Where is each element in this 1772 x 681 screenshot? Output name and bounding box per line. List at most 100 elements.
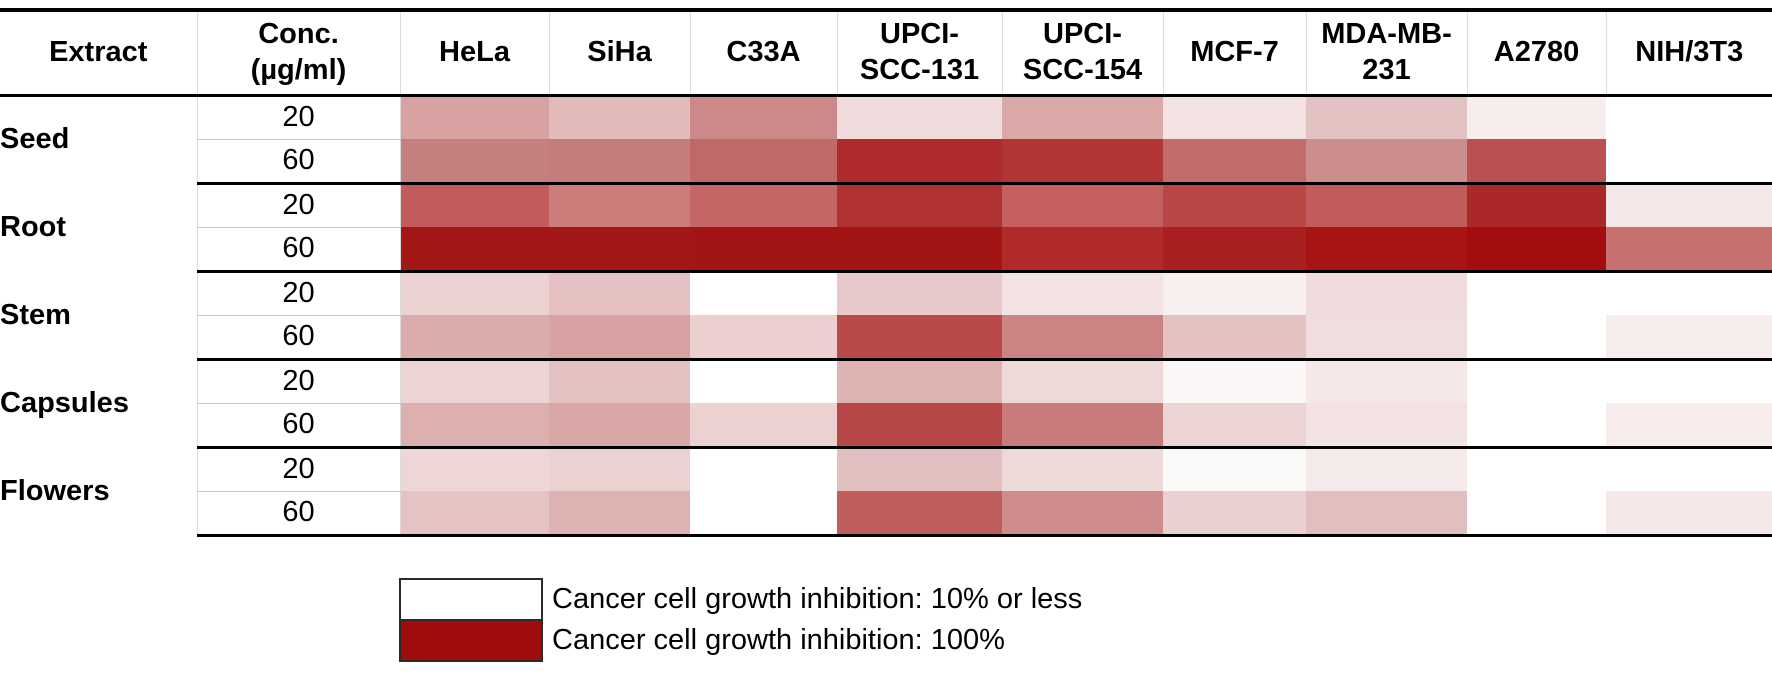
heatmap-cell xyxy=(690,447,837,491)
heatmap-cell xyxy=(1002,95,1163,139)
column-header: UPCI- SCC-131 xyxy=(837,10,1003,97)
heatmap-cell xyxy=(837,359,1002,403)
heatmap-cell xyxy=(1002,271,1163,315)
heatmap-cell xyxy=(837,447,1002,491)
extract-label: Flowers xyxy=(0,447,198,535)
heatmap-cell xyxy=(837,403,1002,449)
conc-value: 20 xyxy=(197,447,401,492)
legend: Cancer cell growth inhibition: 10% or le… xyxy=(399,578,1082,662)
heatmap-cell xyxy=(1606,227,1772,273)
heatmap-cell xyxy=(1467,183,1606,227)
heatmap-cell xyxy=(400,403,549,449)
heatmap-cell xyxy=(549,227,690,273)
heatmap-cell xyxy=(1306,95,1467,139)
heatmap-cell xyxy=(1306,447,1467,491)
heatmap-cell xyxy=(1002,403,1163,449)
heatmap-cell xyxy=(1002,315,1163,361)
header-row: Extract Conc. (µg/ml) HeLa SiHa C33A UPCI- SC… xyxy=(0,10,1772,97)
table-row: Seed 20 xyxy=(0,95,1772,183)
heatmap-cell xyxy=(1467,315,1606,361)
heatmap-cell xyxy=(1306,227,1467,273)
heatmap-cell xyxy=(1606,403,1772,449)
column-header: NIH/3T3 xyxy=(1606,10,1772,97)
table-row: Capsules 20 xyxy=(0,359,1772,447)
table-row: Stem 20 xyxy=(0,271,1772,359)
heatmap-cell xyxy=(690,95,837,139)
table-row: 60 xyxy=(0,315,1772,361)
heatmap-cell xyxy=(400,359,549,403)
column-header: SiHa xyxy=(549,10,691,97)
heatmap-cell xyxy=(1467,491,1606,537)
heatmap-cell xyxy=(549,95,690,139)
column-header: Extract xyxy=(0,10,198,97)
conc-value: 60 xyxy=(197,315,401,361)
heatmap-cell xyxy=(1606,359,1772,403)
table-row: 60 xyxy=(0,139,1772,185)
heatmap-cell xyxy=(690,183,837,227)
heatmap-cell xyxy=(690,359,837,403)
heatmap-cell xyxy=(549,315,690,361)
heatmap-cell xyxy=(549,271,690,315)
heatmap-cell xyxy=(400,95,549,139)
heatmap-cell xyxy=(400,447,549,491)
heatmap-cell xyxy=(1163,95,1306,139)
heatmap-cell xyxy=(549,183,690,227)
legend-label-high: Cancer cell growth inhibition: 100% xyxy=(552,624,1005,656)
conc-value: 60 xyxy=(197,403,401,449)
heatmap-cell xyxy=(1606,139,1772,185)
heatmap-cell xyxy=(1467,359,1606,403)
heatmap-cell xyxy=(1306,315,1467,361)
heatmap-cell xyxy=(1306,403,1467,449)
heatmap-cell xyxy=(1306,359,1467,403)
heatmap-cell xyxy=(1163,403,1306,449)
heatmap-cell xyxy=(1467,271,1606,315)
column-header: A2780 xyxy=(1467,10,1607,97)
conc-value: 60 xyxy=(197,139,401,185)
heatmap-cell xyxy=(690,227,837,273)
heatmap-cell xyxy=(1306,271,1467,315)
table-row: 60 xyxy=(0,227,1772,273)
heatmap-cell xyxy=(1163,447,1306,491)
heatmap-cell xyxy=(837,271,1002,315)
extract-label: Capsules xyxy=(0,359,198,447)
inhibition-heatmap-table: Extract Conc. (µg/ml) HeLa SiHa C33A UPCI- SC… xyxy=(0,8,1772,537)
heatmap-cell xyxy=(549,359,690,403)
heatmap-cell xyxy=(1606,95,1772,139)
heatmap-cell xyxy=(549,491,690,537)
heatmap-cell xyxy=(690,403,837,449)
heatmap-cell xyxy=(1002,227,1163,273)
legend-swatch-high xyxy=(399,619,543,662)
column-header: MDA-MB- 231 xyxy=(1306,10,1468,97)
heatmap-cell xyxy=(690,491,837,537)
legend-item-high: Cancer cell growth inhibition: 100% xyxy=(399,619,1082,662)
heatmap-cell xyxy=(400,227,549,273)
conc-value: 20 xyxy=(197,359,401,404)
extract-label: Seed xyxy=(0,95,198,183)
legend-label-low: Cancer cell growth inhibition: 10% or le… xyxy=(552,583,1083,615)
heatmap-cell xyxy=(1467,227,1606,273)
heatmap-cell xyxy=(1163,271,1306,315)
heatmap-cell xyxy=(1002,359,1163,403)
column-header: Conc. (µg/ml) xyxy=(197,10,401,97)
table-row: 60 xyxy=(0,403,1772,449)
table-row: 60 xyxy=(0,491,1772,537)
heatmap-cell xyxy=(837,139,1002,185)
heatmap-cell xyxy=(690,139,837,185)
heatmap-cell xyxy=(1467,447,1606,491)
heatmap-cell xyxy=(1163,183,1306,227)
heatmap-cell xyxy=(1306,183,1467,227)
heatmap-cell xyxy=(1163,139,1306,185)
heatmap-cell xyxy=(1606,315,1772,361)
heatmap-cell xyxy=(1306,139,1467,185)
heatmap-cell xyxy=(1163,491,1306,537)
conc-value: 60 xyxy=(197,491,401,537)
table-row: Flowers 20 xyxy=(0,447,1772,535)
heatmap-cell xyxy=(1002,139,1163,185)
legend-item-low: Cancer cell growth inhibition: 10% or le… xyxy=(399,578,1082,621)
heatmap-cell xyxy=(1002,447,1163,491)
conc-value: 20 xyxy=(197,271,401,316)
extract-label: Root xyxy=(0,183,198,271)
heatmap-cell xyxy=(1002,491,1163,537)
heatmap-cell xyxy=(1002,183,1163,227)
